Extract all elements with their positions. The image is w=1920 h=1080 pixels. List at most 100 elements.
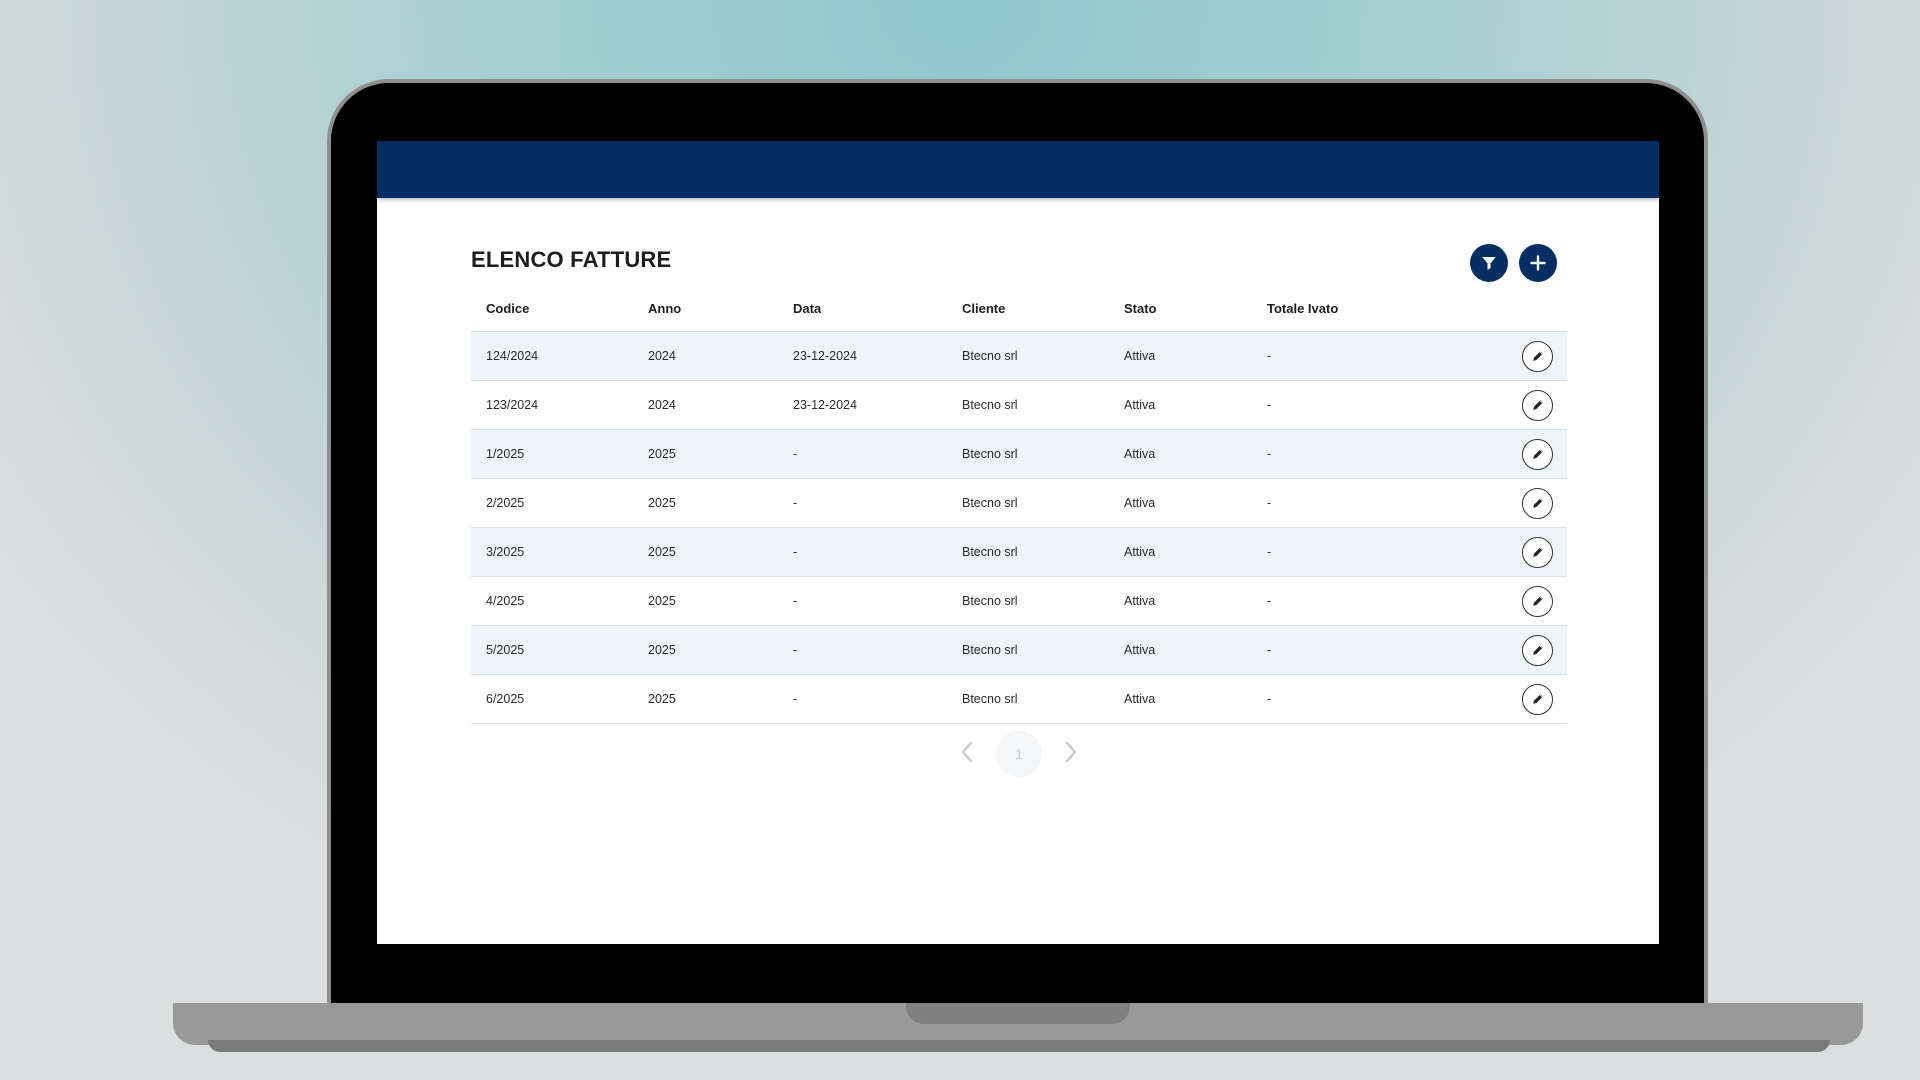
app-screen: ELENCO FATTURE Codice Anno: [377, 141, 1659, 944]
codice-cell: 6/2025: [471, 674, 633, 724]
anno-cell: 2024: [633, 331, 778, 381]
pencil-icon: [1531, 545, 1545, 559]
anno-cell: 2025: [633, 478, 778, 528]
stato-cell: Attiva: [1109, 625, 1252, 675]
laptop-notch: [906, 1003, 1130, 1024]
codice-cell: 124/2024: [471, 331, 633, 381]
cliente-cell: Btecno srl: [947, 429, 1109, 479]
stato-cell: Attiva: [1109, 429, 1252, 479]
data-cell: -: [778, 527, 947, 577]
column-header-actions: [1492, 285, 1567, 332]
anno-cell: 2025: [633, 674, 778, 724]
pencil-icon: [1531, 643, 1545, 657]
totale-ivato-cell: -: [1252, 331, 1492, 381]
edit-invoice-button[interactable]: [1522, 438, 1553, 470]
codice-cell: 1/2025: [471, 429, 633, 479]
next-page-button[interactable]: [1054, 737, 1088, 771]
totale-ivato-cell: -: [1252, 429, 1492, 479]
edit-invoice-button[interactable]: [1522, 487, 1553, 519]
table-row[interactable]: 2/2025 2025- Btecno srl Attiva -: [471, 478, 1567, 528]
invoice-list-panel: ELENCO FATTURE Codice Anno: [471, 241, 1567, 777]
cliente-cell: Btecno srl: [947, 674, 1109, 724]
anno-cell: 2025: [633, 576, 778, 626]
page-title: ELENCO FATTURE: [471, 247, 672, 272]
cliente-cell: Btecno srl: [947, 527, 1109, 577]
cliente-cell: Btecno srl: [947, 331, 1109, 381]
totale-ivato-cell: -: [1252, 380, 1492, 430]
edit-invoice-button[interactable]: [1522, 389, 1553, 421]
anno-cell: 2025: [633, 429, 778, 479]
row-actions-cell: [1492, 331, 1567, 381]
prev-page-button[interactable]: [950, 737, 984, 771]
data-cell: -: [778, 625, 947, 675]
anno-cell: 2025: [633, 527, 778, 577]
filter-icon: [1480, 254, 1498, 272]
codice-cell: 4/2025: [471, 576, 633, 626]
cliente-cell: Btecno srl: [947, 576, 1109, 626]
stato-cell: Attiva: [1109, 478, 1252, 528]
table-row[interactable]: 4/2025 2025- Btecno srl Attiva -: [471, 576, 1567, 626]
invoice-table: Codice Anno Data Cliente Stato Totale Iv…: [471, 285, 1567, 724]
table-row[interactable]: 123/2024 2024 23-12-2024 Btecno srl Attiva -: [471, 380, 1567, 430]
anno-cell: 2025: [633, 625, 778, 675]
table-header-row: Codice Anno Data Cliente Stato Totale Iv…: [471, 285, 1567, 332]
pencil-icon: [1531, 594, 1545, 608]
row-actions-cell: [1492, 429, 1567, 479]
row-actions-cell: [1492, 527, 1567, 577]
filter-button[interactable]: [1470, 244, 1508, 282]
pencil-icon: [1531, 349, 1545, 363]
laptop-base-shadow: [208, 1040, 1830, 1052]
header-actions: [1470, 244, 1557, 282]
column-header-anno[interactable]: Anno: [633, 285, 778, 332]
stato-cell: Attiva: [1109, 527, 1252, 577]
totale-ivato-cell: -: [1252, 527, 1492, 577]
edit-invoice-button[interactable]: [1522, 683, 1553, 715]
cliente-cell: Btecno srl: [947, 625, 1109, 675]
edit-invoice-button[interactable]: [1522, 340, 1553, 372]
edit-invoice-button[interactable]: [1522, 585, 1553, 617]
stato-cell: Attiva: [1109, 576, 1252, 626]
column-header-stato[interactable]: Stato: [1109, 285, 1252, 332]
title-row: ELENCO FATTURE: [471, 241, 1567, 285]
pencil-icon: [1531, 496, 1545, 510]
totale-ivato-cell: -: [1252, 478, 1492, 528]
pencil-icon: [1531, 447, 1545, 461]
stato-cell: Attiva: [1109, 331, 1252, 381]
column-header-cliente[interactable]: Cliente: [947, 285, 1109, 332]
table-row[interactable]: 124/2024 2024 23-12-2024 Btecno srl Attiva -: [471, 331, 1567, 381]
chevron-right-icon: [1064, 741, 1078, 768]
pagination: 1: [471, 731, 1567, 777]
edit-invoice-button[interactable]: [1522, 536, 1553, 568]
top-navbar: [377, 141, 1659, 198]
table-row[interactable]: 5/2025 2025- Btecno srl Attiva -: [471, 625, 1567, 675]
stato-cell: Attiva: [1109, 674, 1252, 724]
totale-ivato-cell: -: [1252, 674, 1492, 724]
codice-cell: 3/2025: [471, 527, 633, 577]
add-invoice-button[interactable]: [1519, 244, 1557, 282]
chevron-left-icon: [960, 741, 974, 768]
edit-invoice-button[interactable]: [1522, 634, 1553, 666]
column-header-codice[interactable]: Codice: [471, 285, 633, 332]
column-header-totale-ivato[interactable]: Totale Ivato: [1252, 285, 1492, 332]
totale-ivato-cell: -: [1252, 576, 1492, 626]
data-cell: -: [778, 478, 947, 528]
row-actions-cell: [1492, 674, 1567, 724]
table-row[interactable]: 6/2025 2025- Btecno srl Attiva -: [471, 674, 1567, 724]
row-actions-cell: [1492, 380, 1567, 430]
table-row[interactable]: 3/2025 2025- Btecno srl Attiva -: [471, 527, 1567, 577]
codice-cell: 5/2025: [471, 625, 633, 675]
stato-cell: Attiva: [1109, 380, 1252, 430]
pencil-icon: [1531, 398, 1545, 412]
pencil-icon: [1531, 692, 1545, 706]
totale-ivato-cell: -: [1252, 625, 1492, 675]
column-header-data[interactable]: Data: [778, 285, 947, 332]
row-actions-cell: [1492, 478, 1567, 528]
table-row[interactable]: 1/2025 2025- Btecno srl Attiva -: [471, 429, 1567, 479]
data-cell: 23-12-2024: [778, 331, 947, 381]
row-actions-cell: [1492, 576, 1567, 626]
cliente-cell: Btecno srl: [947, 478, 1109, 528]
row-actions-cell: [1492, 625, 1567, 675]
table-body: 124/2024 2024 23-12-2024 Btecno srl Attiva -1…: [471, 331, 1567, 724]
page-number-button[interactable]: 1: [996, 731, 1042, 777]
data-cell: 23-12-2024: [778, 380, 947, 430]
